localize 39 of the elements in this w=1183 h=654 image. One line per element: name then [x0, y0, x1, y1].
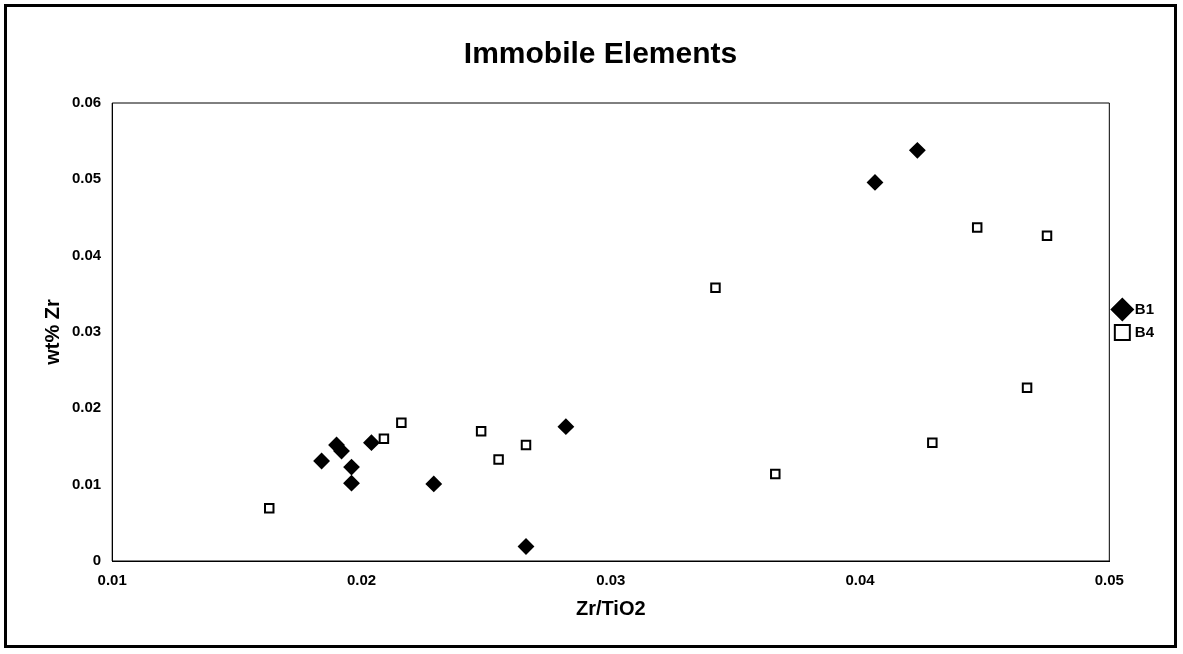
- point: [710, 282, 721, 293]
- x-tick-label: 0.04: [845, 571, 876, 589]
- point: [425, 475, 442, 492]
- y-tick-label: 0.06: [71, 93, 102, 111]
- y-tick-label: 0.03: [71, 322, 102, 340]
- y-tick-label: 0.01: [71, 474, 102, 492]
- point: [475, 425, 487, 437]
- y-tick-label: 0: [92, 551, 102, 569]
- y-tick-label: 0.04: [71, 245, 102, 263]
- point: [363, 434, 380, 451]
- point: [396, 417, 407, 429]
- point: [313, 453, 330, 469]
- legend-label: B1: [1134, 299, 1155, 317]
- point: [1021, 382, 1033, 393]
- point: [909, 142, 926, 159]
- point: [971, 222, 983, 233]
- point: [343, 459, 360, 476]
- point: [927, 437, 938, 448]
- x-tick-label: 0.03: [596, 571, 626, 589]
- point: [867, 174, 883, 191]
- chart-title: Immobile Elements: [463, 36, 738, 70]
- x-tick-label: 0.01: [97, 571, 127, 589]
- point: [518, 538, 534, 555]
- point: [557, 418, 574, 435]
- point: [493, 454, 504, 465]
- point: [378, 433, 390, 445]
- y-tick-label: 0.02: [71, 398, 102, 416]
- x-tick-label: 0.02: [346, 571, 377, 589]
- point: [520, 439, 532, 451]
- x-axis-title: Zr/TiO2: [575, 596, 646, 619]
- point: [333, 443, 350, 460]
- point: [770, 468, 781, 480]
- legend-label: B4: [1134, 322, 1155, 340]
- x-tick-label: 0.05: [1094, 571, 1124, 589]
- y-tick-label: 0.05: [71, 169, 102, 187]
- y-axis-title: wt% Zr: [40, 299, 63, 366]
- point: [343, 475, 360, 492]
- point: [264, 503, 275, 514]
- point: [1041, 230, 1053, 242]
